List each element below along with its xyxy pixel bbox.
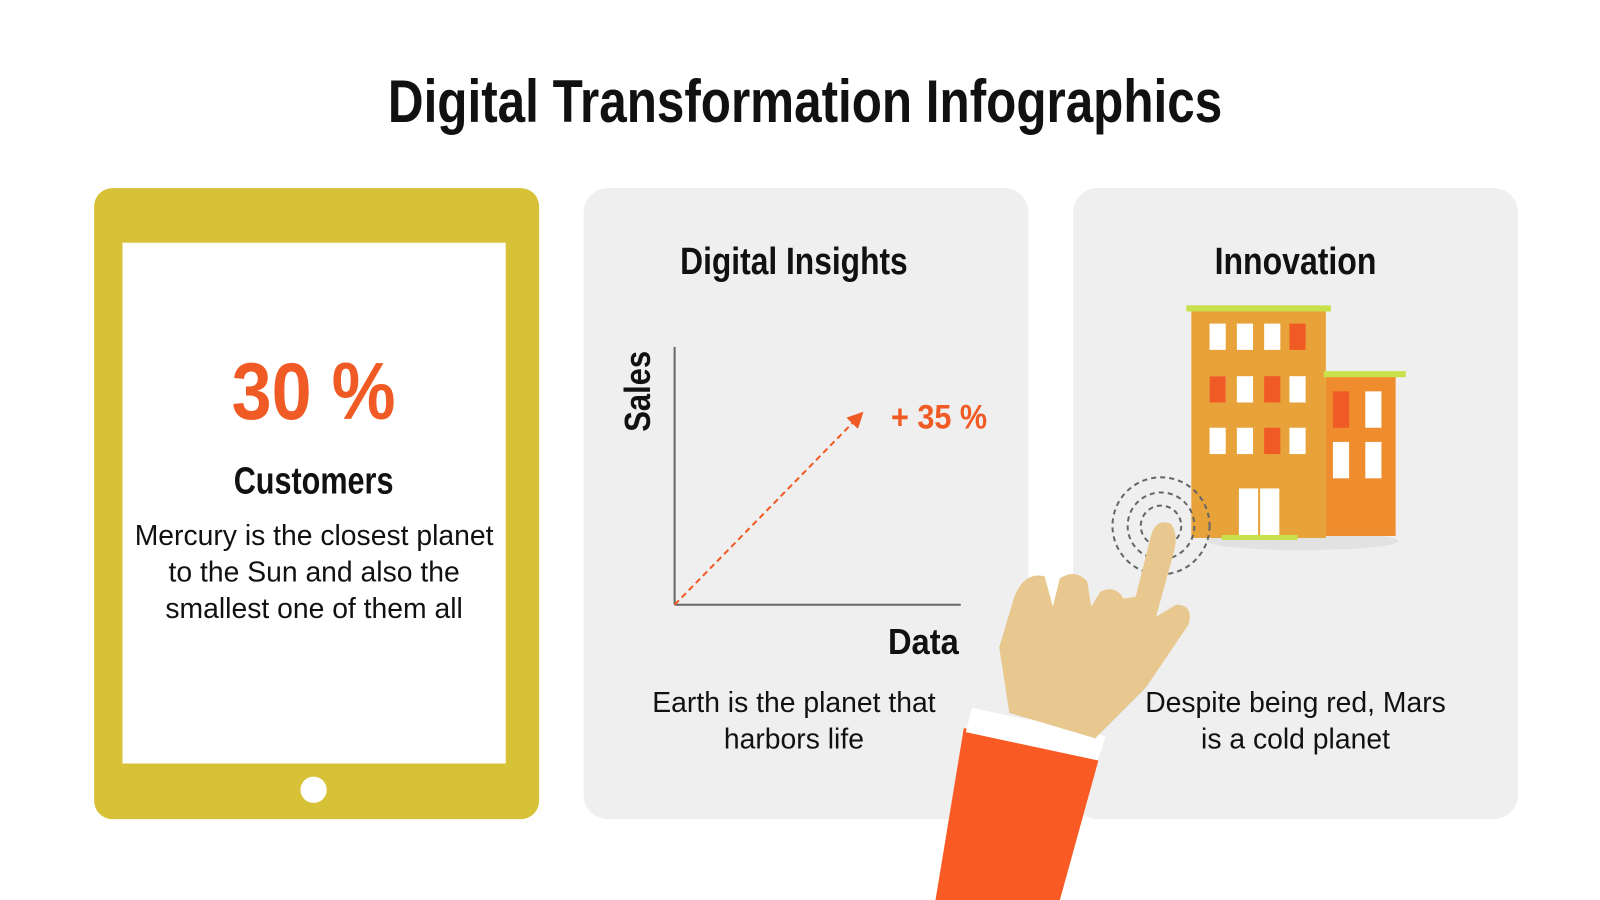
axis-label: Data (888, 621, 959, 662)
card-text-box: Earth is the planet that harbors life (652, 686, 936, 755)
card-text: Earth is the planet that harbors life (652, 686, 936, 755)
card-text: Mercury is the closest planet to the Sun… (134, 519, 494, 624)
trend-arrow (673, 411, 864, 606)
card-text-box: Mercury is the closest planet to the Sun… (134, 519, 494, 624)
stat: 30 % (232, 347, 396, 437)
annotation: + 35 % (891, 399, 987, 437)
building-illustration (1111, 305, 1406, 576)
card (583, 188, 1029, 820)
tablet-button (300, 776, 327, 803)
slide-title: Digital Transformation Infographics (388, 67, 1222, 135)
hand-illustration (935, 522, 1190, 900)
card-text: Despite being red, Mars is a cold planet (1145, 686, 1446, 755)
tablet-screen (122, 242, 506, 764)
card-heading: Digital Insights (680, 240, 908, 283)
card-heading: Customers (234, 460, 394, 503)
card-heading: Innovation (1215, 240, 1377, 283)
card-text-box: Despite being red, Mars is a cold planet (1145, 686, 1446, 755)
axis-label: Sales (617, 351, 658, 432)
